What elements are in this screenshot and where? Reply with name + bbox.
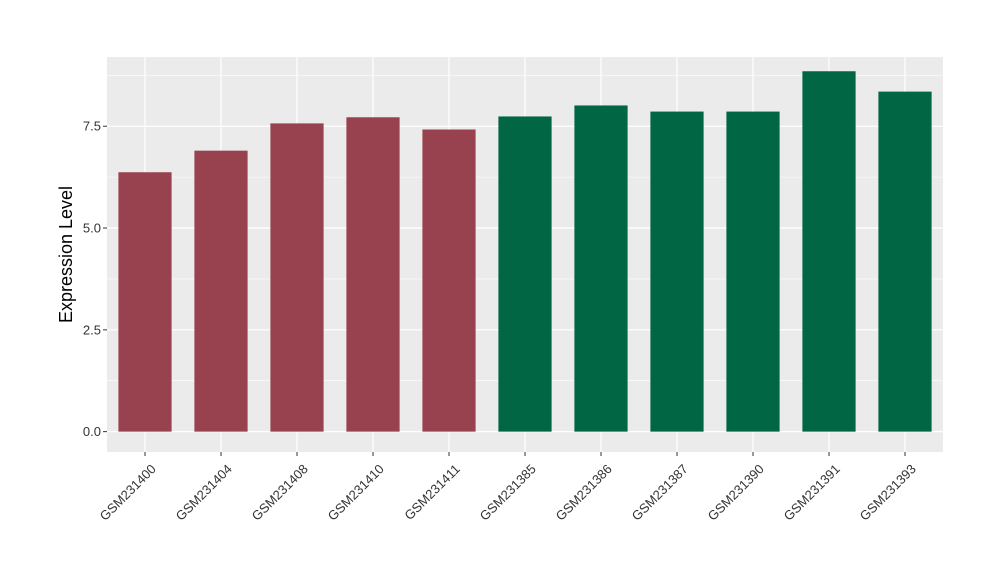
bars <box>118 71 932 432</box>
x-tick-label: GSM231390 <box>705 461 767 523</box>
x-tick-label: GSM231385 <box>477 461 539 523</box>
bar-GSM231390 <box>726 111 780 432</box>
bar-GSM231408 <box>270 123 324 432</box>
bar-GSM231404 <box>194 150 248 432</box>
bar-GSM231387 <box>650 111 704 432</box>
bar-GSM231410 <box>346 117 400 432</box>
x-tick-label: GSM231400 <box>97 461 159 523</box>
x-tick-label: GSM231411 <box>401 461 463 523</box>
y-tick-label: 0.0 <box>83 424 101 439</box>
bar-GSM231385 <box>498 116 552 432</box>
bar-GSM231386 <box>574 105 628 432</box>
bar-GSM231411 <box>422 129 476 432</box>
x-tick-label: GSM231391 <box>781 461 843 523</box>
y-axis-title: Expression Level <box>56 186 76 323</box>
x-tick-label: GSM231387 <box>629 461 691 523</box>
x-tick-label: GSM231393 <box>857 461 919 523</box>
y-tick-label: 5.0 <box>83 221 101 236</box>
bar-GSM231391 <box>802 71 856 432</box>
y-tick-label: 7.5 <box>83 119 101 134</box>
y-tick-label: 2.5 <box>83 322 101 337</box>
x-tick-label: GSM231408 <box>249 461 311 523</box>
bar-GSM231400 <box>118 172 172 432</box>
bar-GSM231393 <box>878 91 932 432</box>
x-tick-label: GSM231386 <box>553 461 615 523</box>
y-axis: 0.0 2.5 5.0 7.5 <box>83 119 107 439</box>
x-axis: GSM231400 GSM231404 GSM231408 GSM231410 GSM2… <box>97 452 919 524</box>
x-tick-label: GSM231410 <box>325 461 387 523</box>
x-tick-label: GSM231404 <box>173 461 235 523</box>
